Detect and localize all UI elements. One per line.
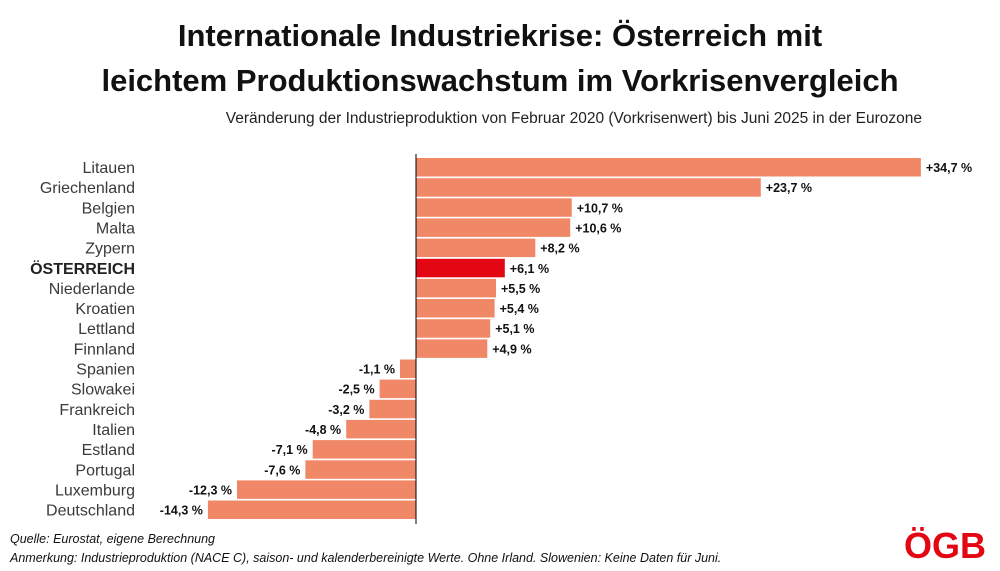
bar-deutschland — [207, 500, 416, 519]
chart-title-line-2: leichtem Produktionswachstum im Vorkrise… — [101, 63, 899, 98]
value-label: +10,7 % — [577, 201, 623, 215]
category-label: Luxemburg — [55, 482, 135, 499]
bar-italien — [346, 419, 416, 439]
value-label: -7,6 % — [264, 463, 300, 477]
value-label: +34,7 % — [926, 161, 972, 175]
category-label: Belgien — [82, 200, 135, 217]
annotation-note: Anmerkung: Industrieproduktion (NACE C),… — [10, 551, 722, 565]
category-label: Niederlande — [49, 281, 135, 298]
bar-niederlande — [416, 278, 496, 298]
bar-slowakei — [379, 379, 416, 399]
value-label: -2,5 % — [338, 383, 374, 397]
category-label: Portugal — [75, 462, 135, 479]
value-label: +23,7 % — [766, 181, 812, 195]
bar-griechenland — [416, 178, 761, 197]
value-label: -1,1 % — [359, 363, 395, 377]
bar-estland — [312, 440, 416, 459]
category-label: ÖSTERREICH — [30, 259, 135, 278]
bar-frankreich — [369, 399, 416, 419]
value-label: -4,8 % — [305, 423, 341, 437]
value-label: +4,9 % — [492, 342, 531, 356]
category-label: Estland — [82, 442, 135, 459]
value-label: +5,4 % — [500, 302, 539, 316]
bar-finnland — [416, 339, 488, 358]
category-label: Deutschland — [46, 503, 135, 520]
category-label: Zypern — [85, 241, 135, 258]
category-label: Kroatien — [75, 301, 135, 318]
category-label: Finnland — [74, 341, 135, 358]
value-label: -12,3 % — [189, 483, 232, 497]
category-label: Lettland — [78, 321, 135, 338]
category-label: Italien — [92, 422, 135, 439]
logo-text: ÖGB — [904, 525, 986, 564]
category-label: Slowakei — [71, 382, 135, 399]
value-label: +5,5 % — [501, 282, 540, 296]
bar-belgien — [416, 198, 572, 217]
bar-litauen — [416, 158, 921, 177]
category-label: Litauen — [83, 160, 136, 177]
bar-luxemburg — [237, 480, 416, 499]
bar-österreich — [416, 258, 505, 278]
bar-portugal — [305, 460, 416, 479]
value-label: +5,1 % — [495, 322, 534, 336]
bar-zypern — [416, 238, 536, 258]
bar-kroatien — [416, 299, 495, 318]
value-label: -3,2 % — [328, 403, 364, 417]
bar-spanien — [400, 359, 416, 378]
bar-lettland — [416, 319, 491, 338]
category-label: Griechenland — [40, 180, 135, 197]
value-label: +8,2 % — [540, 242, 579, 256]
chart-title-line-1: Internationale Industriekrise: Österreic… — [177, 18, 823, 53]
chart-subtitle: Veränderung der Industrieproduktion von … — [225, 110, 922, 127]
value-label: -7,1 % — [272, 443, 308, 457]
bar-malta — [416, 218, 571, 237]
source-note: Quelle: Eurostat, eigene Berechnung — [10, 532, 215, 546]
category-label: Malta — [96, 220, 135, 237]
value-label: +6,1 % — [510, 262, 549, 276]
oegb-logo: ÖGB — [904, 525, 986, 564]
category-label: Frankreich — [59, 402, 135, 419]
value-label: +10,6 % — [575, 221, 621, 235]
value-label: -14,3 % — [160, 504, 203, 518]
category-label: Spanien — [76, 362, 135, 379]
